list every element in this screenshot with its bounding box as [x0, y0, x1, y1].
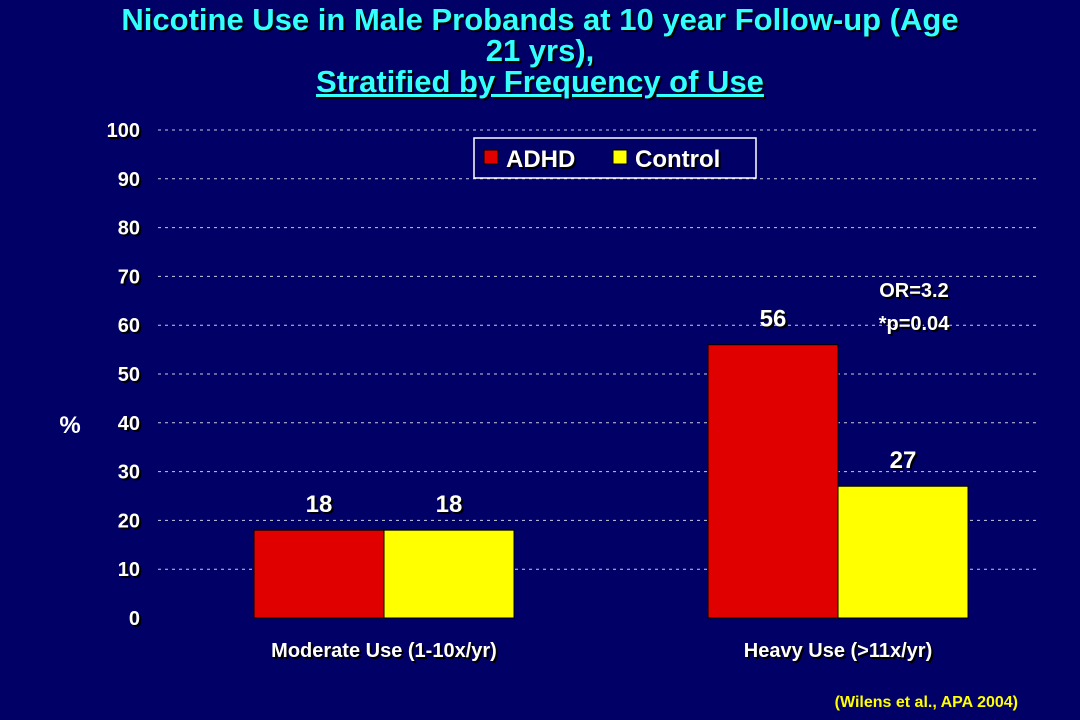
y-tick-label-shadow: 50: [120, 366, 142, 388]
legend-label-shadow: ADHD: [508, 148, 577, 175]
y-tick-label-shadow: 90: [120, 171, 142, 193]
title-line-2: 21 yrs),: [485, 33, 595, 68]
x-axis-label-shadow: Moderate Use (1-10x/yr): [273, 642, 499, 664]
legend-label-shadow: Control: [637, 148, 722, 175]
y-tick-label-shadow: 70: [120, 268, 142, 290]
y-tick-label-shadow: 30: [120, 464, 142, 486]
annotation-line: *p=0.04: [879, 313, 950, 335]
data-label: 56: [760, 306, 787, 333]
y-tick-label-shadow: 10: [120, 561, 142, 583]
y-tick-label-shadow: 60: [120, 317, 142, 339]
legend-swatch-control: [612, 149, 628, 165]
bar-adhd: [707, 344, 839, 619]
title-line-3: Stratified by Frequency of Use: [316, 64, 764, 99]
annotation-line: OR=3.2: [879, 280, 948, 302]
bar-control: [837, 485, 969, 619]
y-tick-label-shadow: 80: [120, 220, 142, 242]
data-label-shadow: 18: [308, 493, 335, 520]
legend-swatch-adhd: [483, 149, 499, 165]
x-axis-label-shadow: Heavy Use (>11x/yr): [746, 642, 934, 664]
annotation: OR=3.2OR=3.2*p=0.04*p=0.04: [879, 280, 952, 337]
x-axis-label: Heavy Use (>11x/yr): [744, 640, 932, 662]
data-label: 18: [306, 491, 333, 518]
legend-label: ADHD: [506, 146, 575, 173]
y-tick-label: 60: [118, 315, 140, 337]
y-tick-label: 50: [118, 364, 140, 386]
grid-lines: [158, 129, 1040, 570]
y-tick-label: 90: [118, 169, 140, 191]
bar-control: [383, 529, 515, 619]
annotation-line-shadow: *p=0.04: [881, 315, 952, 337]
x-axis-label: Moderate Use (1-10x/yr): [271, 640, 497, 662]
y-axis-ticks: 0010102020303040405050606070708080909010…: [107, 120, 142, 632]
y-tick-label: 20: [118, 510, 140, 532]
y-tick-label: 0: [129, 608, 140, 630]
y-tick-label: 40: [118, 413, 140, 435]
data-label: 27: [890, 447, 917, 474]
y-tick-label: 10: [118, 559, 140, 581]
y-tick-label-shadow: 0: [131, 610, 142, 632]
y-tick-label-shadow: 40: [120, 415, 142, 437]
y-tick-label: 80: [118, 218, 140, 240]
chart-title: Nicotine Use in Male Probands at 10 year…: [0, 4, 1080, 97]
y-axis-label: %: [59, 412, 80, 439]
y-tick-label: 100: [107, 120, 140, 142]
annotation-line-shadow: OR=3.2: [881, 282, 950, 304]
y-tick-label: 30: [118, 462, 140, 484]
citation: (Wilens et al., APA 2004): [834, 694, 1018, 711]
y-tick-label-shadow: 100: [109, 122, 142, 144]
title-line-1: Nicotine Use in Male Probands at 10 year…: [121, 2, 959, 37]
data-label: 18: [436, 491, 463, 518]
legend-label: Control: [635, 146, 720, 173]
data-label-shadow: 18: [438, 493, 465, 520]
data-label-shadow: 27: [892, 449, 919, 476]
bar-adhd: [253, 529, 385, 619]
x-axis-labels: Moderate Use (1-10x/yr)Moderate Use (1-1…: [271, 640, 934, 664]
data-label-shadow: 56: [762, 308, 789, 335]
y-tick-label-shadow: 20: [120, 512, 142, 534]
y-tick-label: 70: [118, 266, 140, 288]
